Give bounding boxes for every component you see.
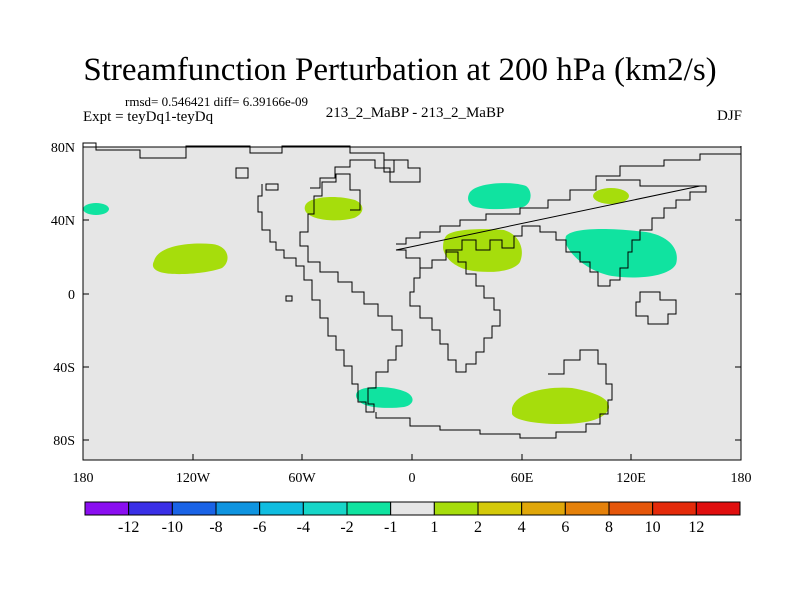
colorbar-label: 2 xyxy=(474,519,482,536)
colorbar-label: -12 xyxy=(118,519,139,536)
colorbar-swatch xyxy=(171,501,217,516)
lat-label: 80S xyxy=(53,434,75,449)
lon-label: 60E xyxy=(511,471,534,486)
colorbar-swatch xyxy=(215,501,261,516)
lon-label: 120W xyxy=(176,471,211,486)
map-background xyxy=(83,147,741,460)
colorbar-swatch xyxy=(652,501,697,516)
lon-label: 180 xyxy=(73,471,94,486)
colorbar-label: -8 xyxy=(209,519,222,536)
lat-label: 40N xyxy=(51,214,75,229)
colorbar-swatch xyxy=(84,501,130,516)
anomaly-east-asia xyxy=(565,229,677,278)
coastline-africa xyxy=(409,251,501,373)
colorbar-label: 1 xyxy=(430,519,438,536)
lat-label: 80N xyxy=(51,141,75,156)
lon-label: 60W xyxy=(288,471,316,486)
colorbar-swatch xyxy=(302,501,348,516)
coastline-antarctica xyxy=(375,349,613,439)
chart-title: Streamfunction Perturbation at 200 hPa (… xyxy=(83,52,717,88)
lat-label: 0 xyxy=(68,288,75,303)
colorbar-label: 8 xyxy=(605,519,613,536)
coastline-island xyxy=(285,295,293,302)
colorbar-swatch xyxy=(477,501,523,516)
colorbar-label: -2 xyxy=(340,519,353,536)
colorbar-swatch xyxy=(608,501,654,516)
anomaly-south-atlantic xyxy=(355,386,413,408)
coastline-alaska xyxy=(235,167,249,179)
colorbar-swatch xyxy=(695,501,741,516)
colorbar-swatch xyxy=(128,501,173,516)
lon-labels: 180 120W 60W 0 60E 120E 180 xyxy=(73,471,752,486)
lon-label: 120E xyxy=(616,471,646,486)
anomaly-north-pacific xyxy=(83,203,109,215)
colorbar-label: -6 xyxy=(253,519,266,536)
anomaly-north-atlantic xyxy=(304,196,363,221)
anomaly-central-asia xyxy=(468,183,531,210)
stats-label: rmsd= 0.546421 diff= 6.39166e-09 xyxy=(125,94,309,109)
colorbar-label: -10 xyxy=(162,519,183,536)
case-label: 213_2_MaBP - 213_2_MaBP xyxy=(325,105,505,121)
coastline-canada-islands xyxy=(265,183,279,191)
anomaly-layer xyxy=(83,183,677,424)
lat-label: 40S xyxy=(53,361,75,376)
colorbar-swatch xyxy=(390,501,435,516)
colorbar-label: -4 xyxy=(297,519,310,536)
colorbar-swatch xyxy=(259,501,304,516)
colorbar-swatch xyxy=(346,501,392,516)
colorbar-label: -1 xyxy=(384,519,397,536)
anomaly-southern-indian-ocean xyxy=(512,387,610,424)
colorbar-label: 6 xyxy=(561,519,569,536)
coastline-americas xyxy=(257,173,403,413)
coastline-layer xyxy=(82,142,742,439)
season-label: DJF xyxy=(716,108,742,124)
lon-label: 180 xyxy=(731,471,752,486)
anomaly-northeast-asia xyxy=(593,188,629,204)
colorbar-label: 4 xyxy=(518,519,526,536)
axis-ticks xyxy=(82,146,742,460)
colorbar-swatch xyxy=(433,501,479,516)
coastline-australia xyxy=(635,291,677,325)
lon-label: 0 xyxy=(409,471,416,486)
coastline-greenland xyxy=(383,159,395,173)
colorbar-swatch xyxy=(564,501,610,516)
colorbar-swatch xyxy=(521,501,566,516)
coastline-eurasia xyxy=(395,146,742,287)
colorbar: -12 -10 -8 -6 -4 -2 -1 1 2 4 6 8 10 12 xyxy=(84,501,741,536)
colorbar-label: 12 xyxy=(688,519,704,536)
lat-labels: 80N 40N 0 40S 80S xyxy=(51,141,75,449)
experiment-label: Expt = teyDq1-teyDq xyxy=(83,109,214,125)
colorbar-label: 10 xyxy=(645,519,661,536)
anomaly-tropical-pacific xyxy=(152,243,228,275)
